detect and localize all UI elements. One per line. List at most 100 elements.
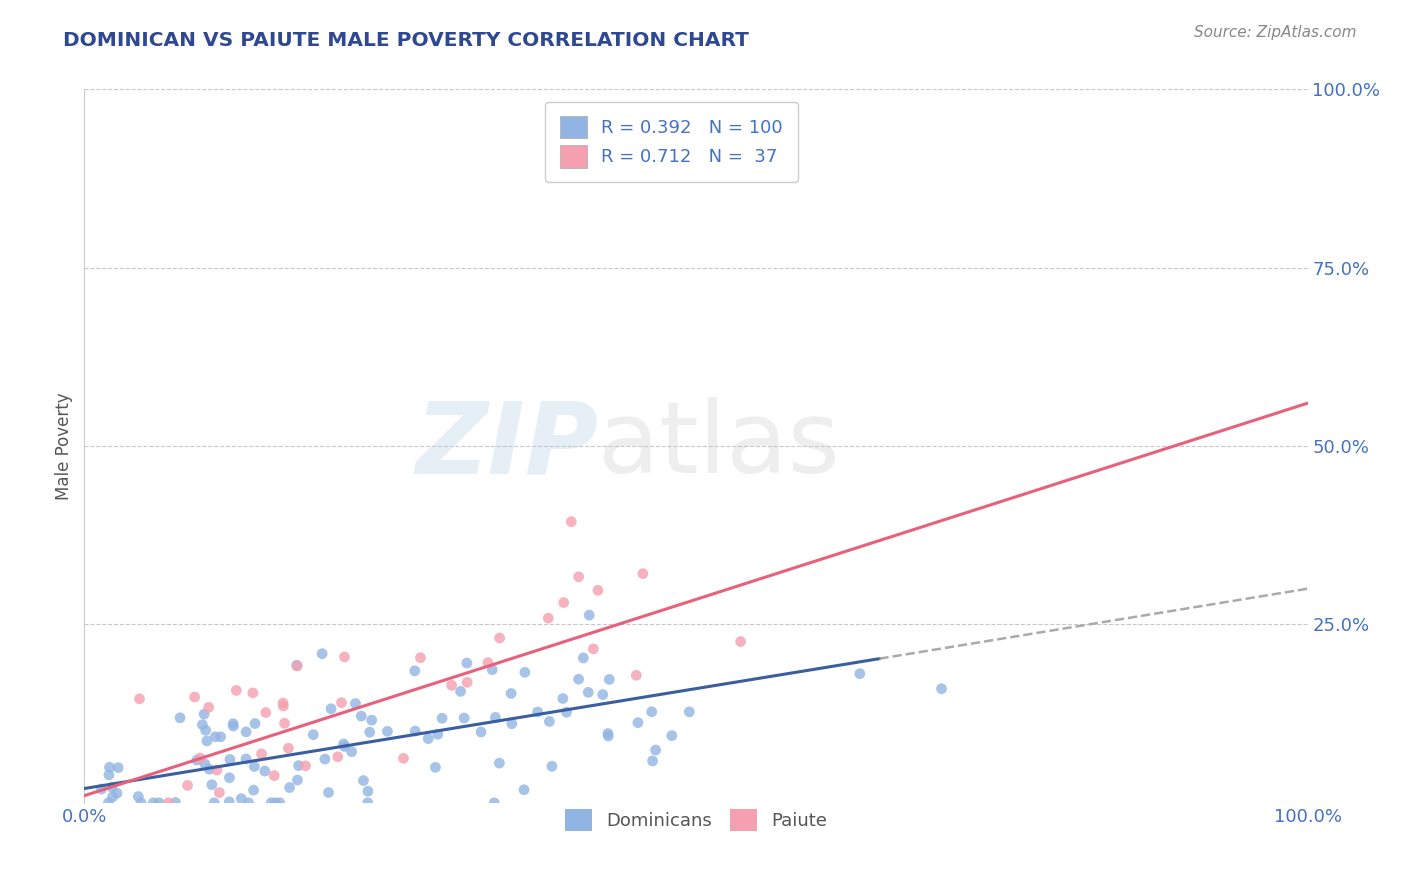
- Point: [572, 651, 595, 665]
- Point: [186, 753, 208, 767]
- Point: [568, 570, 591, 584]
- Point: [440, 678, 463, 692]
- Point: [285, 658, 308, 673]
- Point: [194, 723, 217, 738]
- Point: [598, 729, 620, 743]
- Point: [201, 778, 224, 792]
- Point: [730, 634, 752, 648]
- Point: [456, 675, 478, 690]
- Point: [377, 724, 399, 739]
- Point: [219, 752, 242, 766]
- Point: [98, 760, 121, 774]
- Point: [157, 796, 180, 810]
- Point: [90, 782, 112, 797]
- Point: [319, 702, 342, 716]
- Point: [222, 716, 245, 731]
- Point: [576, 685, 599, 699]
- Point: [101, 780, 124, 795]
- Point: [456, 656, 478, 670]
- Point: [208, 786, 231, 800]
- Point: [287, 758, 309, 772]
- Point: [357, 784, 380, 798]
- Point: [404, 664, 426, 678]
- Text: atlas: atlas: [598, 398, 839, 494]
- Point: [352, 773, 374, 788]
- Point: [425, 760, 447, 774]
- Point: [453, 711, 475, 725]
- Point: [204, 730, 226, 744]
- Point: [537, 611, 560, 625]
- Point: [450, 684, 472, 698]
- Point: [101, 789, 124, 804]
- Point: [626, 668, 648, 682]
- Point: [285, 659, 308, 673]
- Point: [501, 686, 523, 700]
- Point: [931, 681, 953, 696]
- Point: [501, 716, 523, 731]
- Point: [260, 796, 283, 810]
- Point: [644, 743, 666, 757]
- Point: [340, 745, 363, 759]
- Point: [578, 608, 600, 623]
- Point: [477, 656, 499, 670]
- Point: [418, 731, 440, 746]
- Point: [333, 650, 356, 665]
- Point: [631, 566, 654, 581]
- Point: [105, 786, 128, 800]
- Point: [243, 716, 266, 731]
- Point: [294, 759, 316, 773]
- Point: [350, 709, 373, 723]
- Point: [470, 725, 492, 739]
- Point: [165, 796, 187, 810]
- Point: [97, 768, 120, 782]
- Point: [488, 756, 510, 770]
- Point: [235, 724, 257, 739]
- Point: [538, 714, 561, 729]
- Y-axis label: Male Poverty: Male Poverty: [55, 392, 73, 500]
- Point: [513, 782, 536, 797]
- Point: [332, 737, 354, 751]
- Point: [287, 772, 309, 787]
- Point: [188, 751, 211, 765]
- Point: [273, 716, 295, 731]
- Point: [254, 706, 277, 720]
- Point: [553, 596, 575, 610]
- Point: [555, 705, 578, 719]
- Point: [513, 665, 536, 680]
- Point: [596, 726, 619, 740]
- Point: [242, 686, 264, 700]
- Point: [484, 796, 506, 810]
- Point: [250, 747, 273, 761]
- Point: [849, 666, 872, 681]
- Point: [359, 725, 381, 739]
- Point: [598, 673, 620, 687]
- Point: [541, 759, 564, 773]
- Point: [678, 705, 700, 719]
- Point: [142, 796, 165, 810]
- Point: [627, 715, 650, 730]
- Text: Source: ZipAtlas.com: Source: ZipAtlas.com: [1194, 25, 1357, 40]
- Point: [198, 762, 221, 776]
- Point: [318, 785, 340, 799]
- Point: [97, 796, 120, 810]
- Point: [193, 707, 215, 722]
- Point: [148, 796, 170, 810]
- Point: [560, 515, 582, 529]
- Point: [242, 783, 264, 797]
- Point: [263, 768, 285, 782]
- Point: [269, 796, 291, 810]
- Point: [264, 796, 287, 810]
- Point: [238, 796, 260, 810]
- Point: [426, 727, 449, 741]
- Point: [194, 756, 217, 771]
- Point: [128, 691, 150, 706]
- Legend: Dominicans, Paiute: Dominicans, Paiute: [553, 797, 839, 844]
- Point: [526, 705, 548, 719]
- Point: [195, 734, 218, 748]
- Point: [218, 771, 240, 785]
- Point: [243, 759, 266, 773]
- Text: DOMINICAN VS PAIUTE MALE POVERTY CORRELATION CHART: DOMINICAN VS PAIUTE MALE POVERTY CORRELA…: [63, 31, 749, 50]
- Point: [235, 752, 257, 766]
- Point: [330, 696, 353, 710]
- Text: ZIP: ZIP: [415, 398, 598, 494]
